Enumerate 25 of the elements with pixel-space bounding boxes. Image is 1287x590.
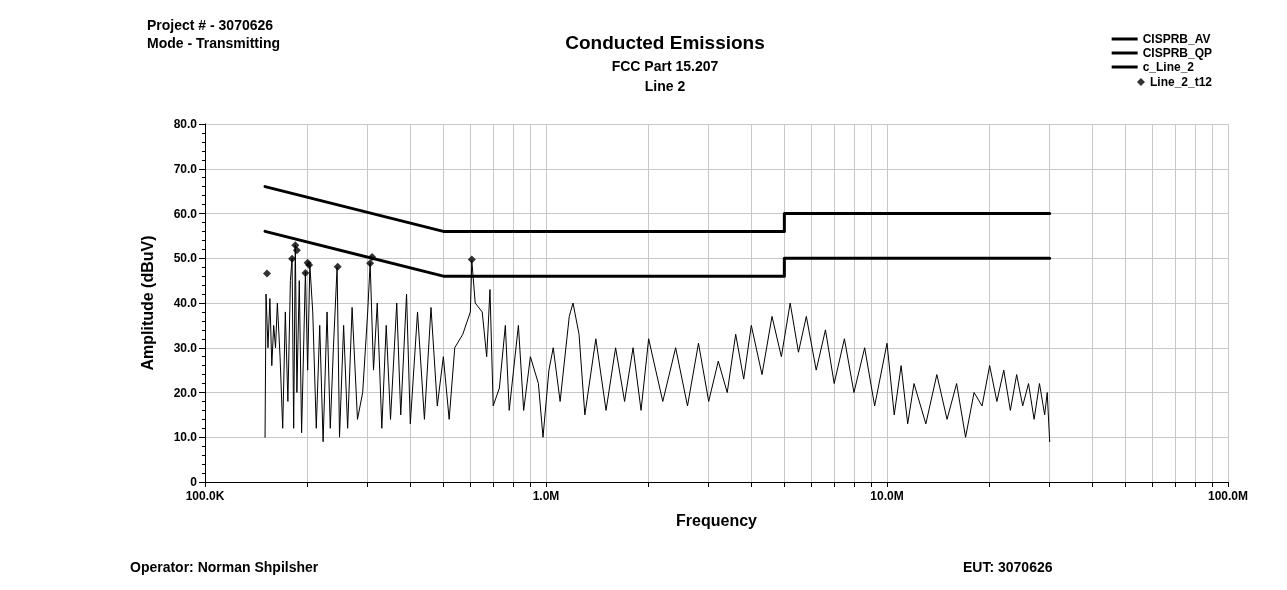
- chart-title: Conducted Emissions: [565, 32, 765, 53]
- text: Mode - Transmitting: [147, 35, 280, 51]
- text: Operator: Norman Shpilsher: [130, 559, 319, 575]
- legend-label: CISPRB_AV: [1142, 32, 1211, 46]
- y-tick-label: 20.0: [173, 385, 198, 400]
- legend-label: CISPRB_QP: [1142, 46, 1213, 60]
- y-axis-title: Amplitude (dBuV): [138, 235, 156, 371]
- y-tick-label: 30.0: [173, 340, 198, 355]
- x-tick-label: 100.0M: [1207, 489, 1249, 503]
- text: EUT: 3070626: [963, 559, 1053, 575]
- chart-subtitle: FCC Part 15.207 Line 2: [611, 58, 719, 94]
- x-tick-label: 10.0M: [870, 489, 904, 503]
- x-tick-label: 100.0K: [185, 489, 225, 503]
- y-tick-label: 10.0: [173, 430, 198, 445]
- y-tick-label: 70.0: [173, 161, 198, 176]
- y-tick-label: 80.0: [173, 117, 198, 131]
- x-tick-label: 1.0M: [532, 489, 560, 503]
- x-axis-title: Frequency: [676, 511, 758, 529]
- legend-label: Line_2_t12: [1149, 75, 1213, 89]
- text: Project # - 3070626: [147, 17, 274, 33]
- y-tick-label: 40.0: [173, 296, 198, 310]
- legend-label: c_Line_2: [1142, 60, 1195, 74]
- y-tick-label: 0: [190, 475, 198, 489]
- y-tick-label: 60.0: [173, 206, 198, 221]
- y-tick-label: 50.0: [173, 251, 198, 266]
